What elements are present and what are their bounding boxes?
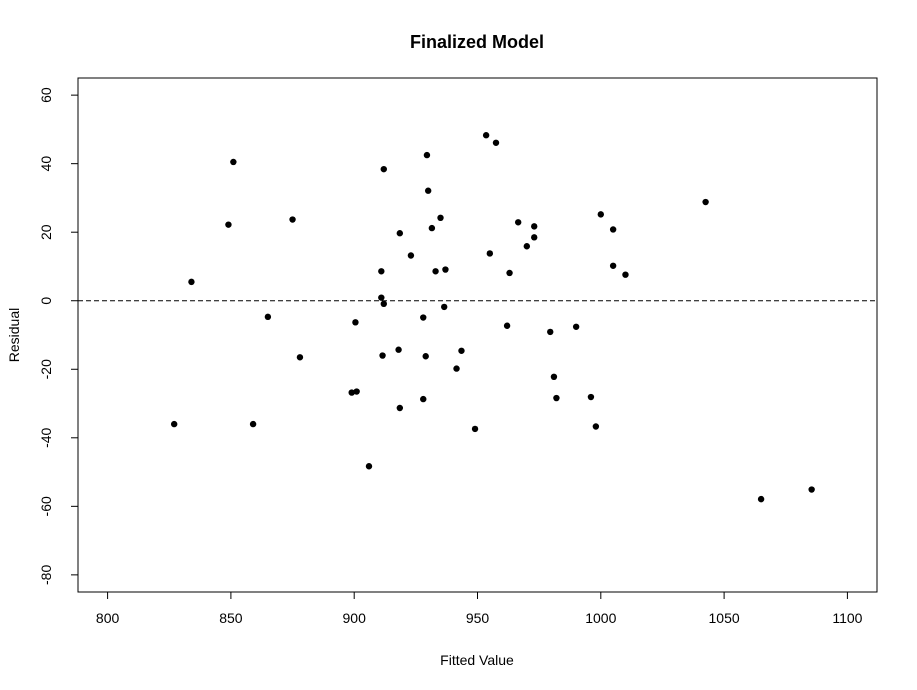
data-point — [531, 234, 538, 241]
data-points — [170, 132, 815, 503]
y-tick-label: 0 — [38, 297, 54, 305]
data-point — [492, 139, 500, 146]
y-tick-label: -40 — [38, 427, 54, 447]
y-tick-label: 20 — [38, 224, 54, 240]
data-point — [424, 187, 432, 194]
data-point — [572, 323, 580, 330]
x-axis: 800 850 900 950 1000 1050 1100 — [96, 591, 863, 626]
data-point — [396, 230, 404, 237]
data-point — [380, 300, 387, 308]
data-point — [453, 365, 460, 372]
y-tick-label: -20 — [38, 359, 54, 379]
chart-title: Finalized Model — [410, 32, 544, 52]
data-point — [352, 319, 359, 326]
x-tick-label: 1100 — [832, 610, 862, 626]
data-point — [437, 214, 444, 222]
data-point — [550, 373, 558, 381]
data-point — [506, 269, 513, 277]
data-point — [188, 278, 195, 286]
data-point — [289, 216, 296, 223]
data-point — [428, 224, 436, 232]
data-point — [441, 303, 448, 311]
data-point — [523, 243, 531, 250]
data-point — [458, 347, 465, 354]
data-point — [503, 322, 511, 329]
data-point — [348, 389, 355, 396]
data-point — [296, 354, 304, 361]
data-point — [395, 346, 402, 353]
data-point — [365, 463, 373, 470]
data-point — [587, 393, 595, 401]
data-point — [423, 151, 431, 159]
x-tick-label: 1050 — [709, 610, 740, 626]
data-point — [420, 314, 427, 321]
data-point — [547, 328, 554, 336]
x-tick-label: 900 — [343, 610, 367, 626]
data-point — [353, 388, 360, 395]
data-point — [514, 219, 522, 226]
data-point — [597, 211, 605, 218]
data-point — [702, 198, 709, 206]
data-point — [379, 352, 386, 359]
data-point — [482, 132, 490, 139]
y-axis: -80 -60 -40 -20 0 20 40 60 — [38, 87, 79, 585]
data-point — [486, 250, 494, 257]
data-point — [422, 353, 429, 360]
data-point — [471, 425, 479, 433]
data-point — [609, 226, 617, 233]
x-tick-label: 800 — [96, 610, 120, 626]
y-tick-label: -60 — [38, 496, 54, 516]
data-point — [225, 221, 232, 228]
data-point — [531, 223, 538, 230]
data-point — [622, 271, 629, 278]
data-point — [378, 294, 385, 301]
data-point — [420, 395, 427, 403]
y-axis-label: Residual — [6, 308, 22, 362]
y-tick-label: 60 — [38, 87, 54, 103]
y-tick-label: 40 — [38, 156, 54, 172]
data-point — [757, 495, 765, 503]
data-point — [264, 313, 272, 321]
data-point — [609, 262, 617, 269]
y-tick-label: -80 — [38, 565, 54, 585]
x-tick-label: 850 — [219, 610, 243, 626]
plot-frame — [77, 77, 878, 593]
data-point — [396, 404, 404, 412]
data-point — [249, 420, 257, 428]
data-point — [230, 158, 237, 166]
data-point — [808, 486, 815, 493]
data-point — [407, 252, 415, 259]
x-tick-label: 950 — [466, 610, 490, 626]
data-point — [432, 268, 439, 275]
x-axis-label: Fitted Value — [440, 652, 514, 668]
x-tick-label: 1000 — [585, 610, 616, 626]
data-point — [442, 266, 449, 273]
data-point — [380, 165, 387, 173]
data-point — [553, 394, 560, 402]
data-point — [592, 423, 600, 430]
data-point — [378, 268, 385, 275]
data-point — [170, 420, 178, 428]
